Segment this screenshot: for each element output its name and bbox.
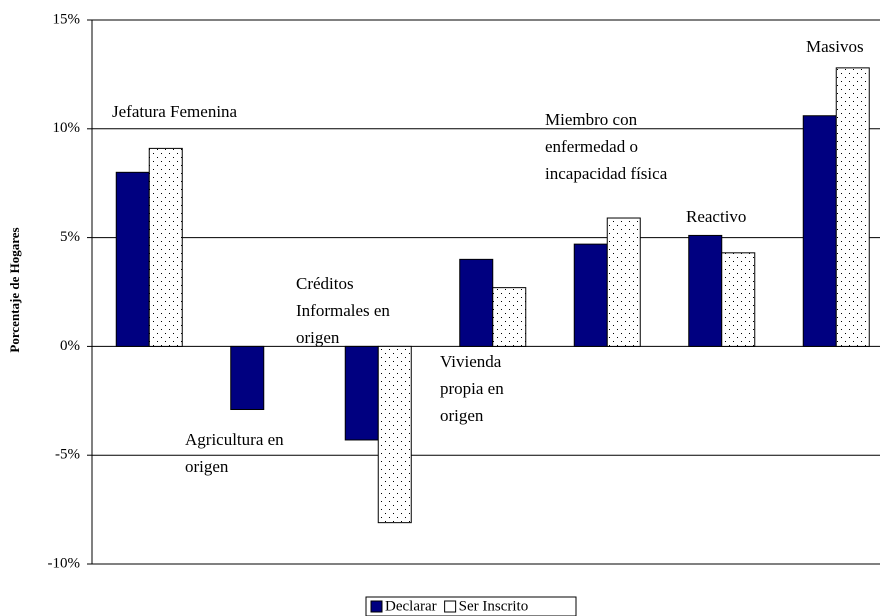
y-tick-label: -5% (55, 447, 80, 463)
bar (344, 345, 379, 441)
y-axis-title: Porcentaje de Hogares (7, 227, 22, 352)
legend-label: Ser Inscrito (459, 598, 529, 614)
y-tick-label: 0% (60, 338, 80, 354)
bar (115, 171, 150, 347)
bar (148, 147, 183, 347)
bar (573, 243, 608, 347)
category-label: Agricultura en origen (185, 430, 284, 476)
bar (606, 217, 641, 347)
bar (721, 252, 756, 347)
legend-swatch (444, 600, 457, 613)
legend-label: Declarar (385, 598, 437, 614)
bar (688, 234, 723, 347)
category-label: Miembro con enfermedad o incapacidad fís… (545, 110, 668, 183)
y-tick-label: 10% (53, 120, 81, 136)
category-label: Vivienda propia en origen (440, 352, 504, 425)
category-label: Reactivo (686, 207, 747, 226)
y-tick-label: 5% (60, 229, 80, 245)
bar (835, 67, 870, 347)
legend-swatch (370, 600, 383, 613)
y-tick-label: -10% (48, 555, 81, 571)
legend-box (365, 596, 577, 616)
bar (802, 115, 837, 347)
bar (377, 345, 412, 524)
bar (459, 258, 494, 347)
y-tick-label: 15% (53, 11, 81, 27)
category-label: Créditos Informales en origen (296, 274, 390, 347)
bar (492, 287, 527, 347)
bar (230, 345, 265, 411)
category-label: Jefatura Femenina (112, 102, 238, 121)
category-label: Masivos (806, 37, 864, 56)
